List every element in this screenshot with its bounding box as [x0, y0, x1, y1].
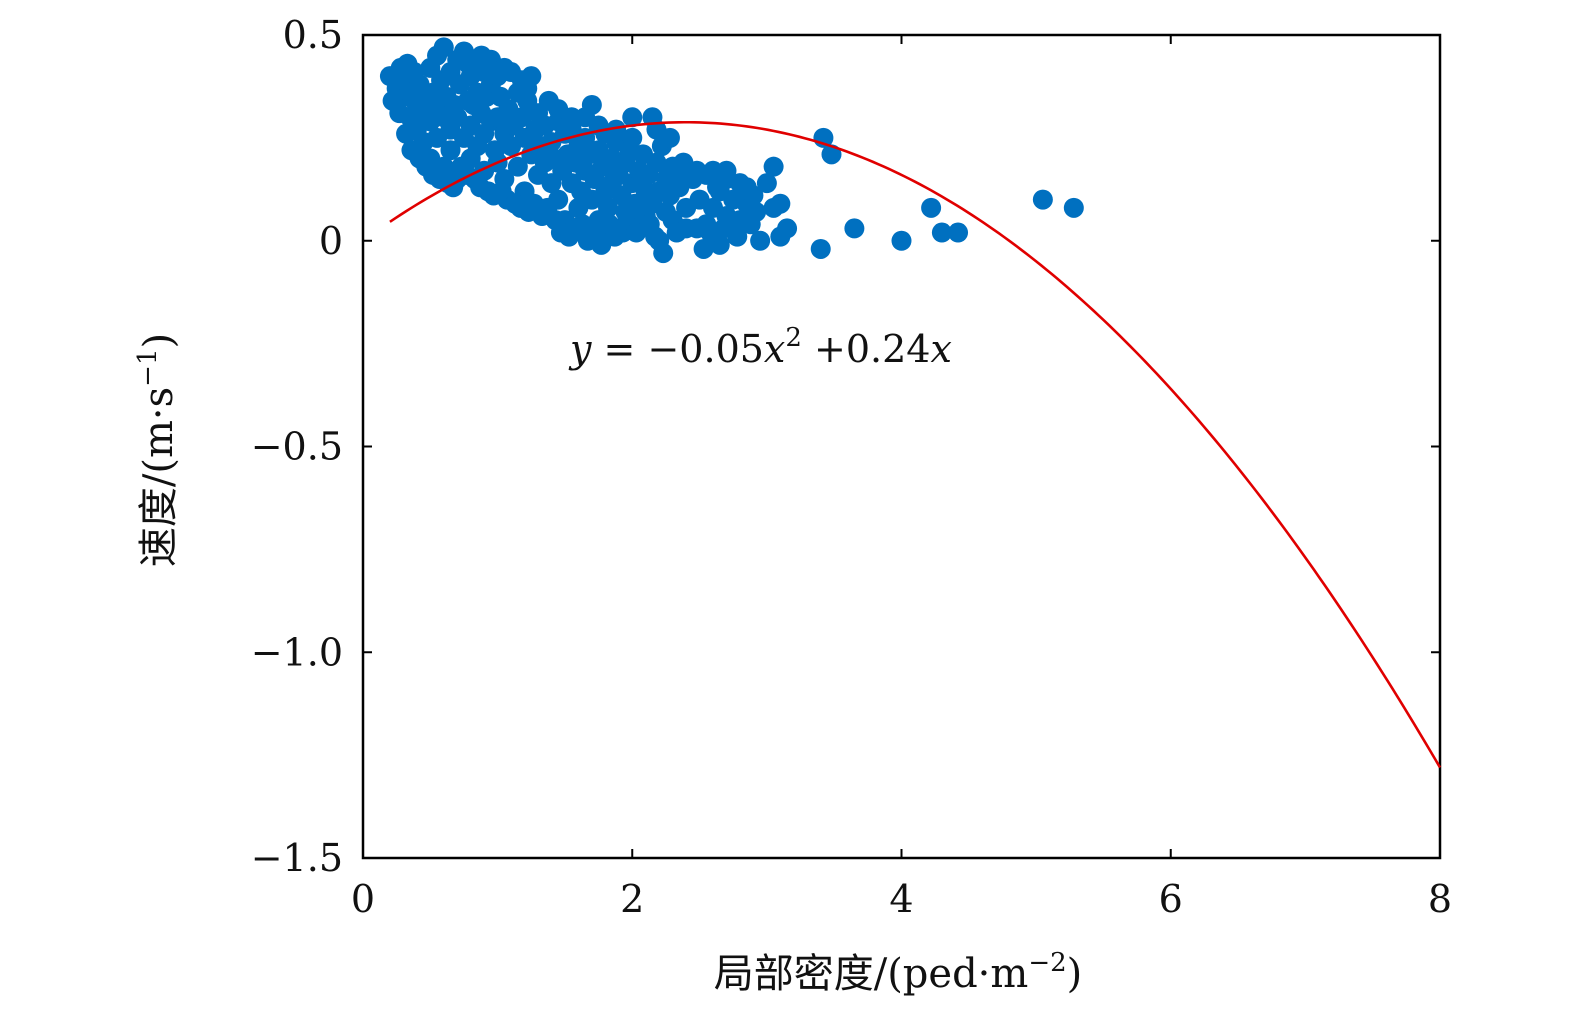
- x-tick-label: 8: [1428, 877, 1452, 921]
- eq-x-var-2: x: [930, 327, 951, 371]
- x-tick-label: 2: [620, 877, 644, 921]
- data-point: [622, 107, 643, 128]
- data-point: [440, 140, 461, 161]
- y-axis-title-end: ): [136, 333, 182, 349]
- data-point: [716, 160, 737, 181]
- data-point: [494, 57, 515, 78]
- data-point: [810, 238, 831, 259]
- data-point: [517, 78, 538, 99]
- x-axis-title-exponent: −2: [1028, 948, 1066, 978]
- x-axis-title-main: 局部密度/(ped·m: [714, 951, 1029, 997]
- data-point: [653, 243, 674, 264]
- data-point: [931, 222, 952, 243]
- data-point: [696, 164, 717, 185]
- y-axis-title-exponent: −1: [133, 349, 163, 387]
- y-tick-label: 0.5: [283, 13, 343, 57]
- eq-y-var: y: [568, 327, 592, 371]
- y-axis-title: 速度/(m·s−1): [133, 333, 182, 567]
- data-points: [379, 37, 1084, 264]
- x-tick-label: 6: [1159, 877, 1183, 921]
- data-point: [622, 127, 643, 148]
- y-tick-label: −1.5: [251, 836, 343, 880]
- data-point: [646, 152, 667, 173]
- fit-curve: [389, 120, 1442, 769]
- data-point: [736, 177, 757, 198]
- data-point: [606, 119, 627, 140]
- y-tick-label: −0.5: [251, 425, 343, 469]
- data-point: [746, 201, 767, 222]
- data-point: [598, 197, 619, 218]
- fit-equation: y = −0.05x2 +0.24x: [568, 323, 952, 371]
- y-tick-label: −1.0: [251, 630, 343, 674]
- data-point: [666, 222, 687, 243]
- data-point: [693, 238, 714, 259]
- y-tick-label: 0: [319, 219, 343, 263]
- eq-x-var: x: [764, 327, 785, 371]
- x-tick-label: 4: [889, 877, 913, 921]
- data-point: [844, 218, 865, 239]
- data-point: [821, 144, 842, 165]
- data-point: [921, 197, 942, 218]
- axis-ticks: 0 2 4 6 8 0.5 0 −0.5 −1.0 −1.5: [251, 13, 1452, 921]
- data-point: [770, 193, 791, 214]
- data-point: [389, 103, 410, 124]
- data-point: [396, 123, 417, 144]
- y-axis-title-main: 速度/(m·s: [136, 387, 182, 567]
- data-point: [777, 218, 798, 239]
- data-point: [763, 156, 784, 177]
- data-point: [727, 226, 748, 247]
- data-point: [948, 222, 969, 243]
- eq-plus-term: +0.24: [802, 327, 931, 371]
- x-axis-title: 局部密度/(ped·m−2): [714, 948, 1083, 997]
- data-point: [756, 173, 777, 194]
- data-point: [891, 230, 912, 251]
- data-point: [1063, 197, 1084, 218]
- eq-equals: = −0.05: [591, 327, 763, 371]
- data-point: [645, 226, 666, 247]
- data-point: [750, 230, 771, 251]
- x-tick-label: 0: [351, 877, 375, 921]
- x-axis-title-end: ): [1067, 951, 1083, 997]
- data-point: [507, 156, 528, 177]
- data-point: [1032, 189, 1053, 210]
- data-point: [433, 37, 454, 58]
- data-point: [511, 107, 532, 128]
- data-point: [659, 127, 680, 148]
- eq-x-exponent: 2: [785, 323, 802, 353]
